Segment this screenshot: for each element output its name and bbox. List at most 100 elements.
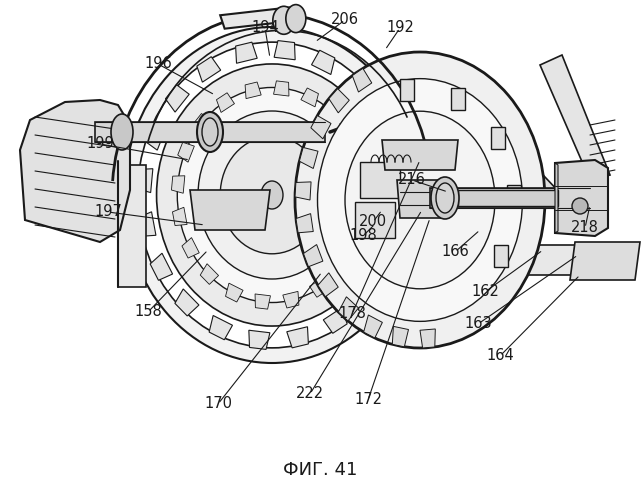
Text: 194: 194 [251, 20, 279, 36]
Polygon shape [451, 88, 465, 110]
Polygon shape [371, 110, 394, 137]
Bar [430, 188, 590, 208]
Polygon shape [333, 256, 351, 276]
Polygon shape [357, 164, 372, 182]
Polygon shape [197, 56, 221, 82]
Polygon shape [200, 264, 219, 284]
Text: 158: 158 [134, 304, 162, 320]
Ellipse shape [572, 198, 588, 214]
Text: 197: 197 [94, 204, 122, 220]
Polygon shape [392, 326, 408, 347]
Polygon shape [274, 40, 295, 60]
Polygon shape [299, 148, 318, 169]
Polygon shape [175, 289, 199, 316]
Polygon shape [274, 81, 289, 96]
Ellipse shape [198, 111, 346, 279]
Text: 222: 222 [296, 386, 324, 402]
Text: 164: 164 [486, 348, 514, 364]
Polygon shape [285, 255, 365, 290]
Polygon shape [400, 79, 414, 101]
Polygon shape [295, 182, 311, 200]
Text: 218: 218 [571, 220, 599, 236]
Text: 198: 198 [349, 228, 377, 244]
Polygon shape [20, 100, 130, 242]
Ellipse shape [295, 52, 545, 348]
Polygon shape [283, 292, 299, 308]
Polygon shape [182, 238, 199, 258]
Polygon shape [345, 132, 362, 152]
Polygon shape [300, 245, 630, 275]
Polygon shape [236, 42, 257, 64]
Polygon shape [491, 127, 504, 149]
Polygon shape [172, 208, 187, 226]
Text: ФИГ. 41: ФИГ. 41 [283, 461, 357, 479]
Polygon shape [359, 197, 372, 214]
Ellipse shape [197, 112, 223, 152]
Polygon shape [391, 198, 408, 222]
Polygon shape [326, 106, 344, 126]
Polygon shape [150, 253, 172, 280]
Ellipse shape [221, 136, 324, 254]
Text: 162: 162 [471, 284, 499, 300]
Polygon shape [301, 88, 319, 107]
Ellipse shape [423, 182, 437, 198]
Polygon shape [388, 154, 406, 178]
Ellipse shape [436, 183, 454, 213]
Polygon shape [178, 142, 194, 162]
Ellipse shape [345, 111, 495, 289]
Polygon shape [226, 283, 243, 302]
Polygon shape [171, 176, 185, 193]
Text: 178: 178 [338, 306, 366, 322]
Polygon shape [311, 116, 331, 139]
Text: 196: 196 [144, 56, 172, 72]
Text: 206: 206 [331, 12, 359, 28]
Polygon shape [350, 228, 366, 248]
Polygon shape [506, 185, 520, 207]
Polygon shape [217, 93, 235, 112]
Text: 192: 192 [386, 20, 414, 36]
Ellipse shape [431, 177, 459, 219]
Polygon shape [193, 114, 212, 134]
Polygon shape [137, 212, 156, 236]
Polygon shape [360, 162, 400, 198]
Polygon shape [245, 82, 261, 98]
Polygon shape [329, 88, 349, 113]
Polygon shape [190, 190, 270, 230]
Ellipse shape [261, 181, 283, 209]
Polygon shape [354, 278, 379, 305]
Polygon shape [310, 278, 328, 297]
Polygon shape [420, 329, 435, 348]
Polygon shape [296, 214, 313, 233]
Polygon shape [555, 160, 608, 236]
Polygon shape [312, 50, 335, 74]
Polygon shape [355, 202, 395, 238]
Polygon shape [338, 297, 358, 321]
Polygon shape [255, 294, 271, 309]
Polygon shape [144, 124, 166, 150]
Polygon shape [378, 240, 399, 266]
Polygon shape [118, 165, 146, 288]
Polygon shape [455, 100, 562, 205]
Bar [95, 122, 325, 142]
Polygon shape [323, 308, 347, 334]
Ellipse shape [178, 88, 367, 302]
Polygon shape [397, 180, 448, 218]
Bar [458, 190, 558, 206]
Ellipse shape [137, 42, 406, 348]
Ellipse shape [202, 118, 218, 146]
Polygon shape [353, 68, 372, 92]
Ellipse shape [111, 114, 133, 150]
Polygon shape [555, 163, 558, 233]
Text: 216: 216 [398, 172, 426, 188]
Polygon shape [221, 7, 299, 28]
Text: 200: 200 [359, 214, 387, 230]
Polygon shape [165, 85, 189, 112]
Polygon shape [570, 242, 640, 280]
Ellipse shape [124, 27, 420, 363]
Polygon shape [303, 244, 323, 266]
Ellipse shape [273, 6, 295, 34]
Ellipse shape [286, 4, 306, 32]
Polygon shape [540, 55, 610, 180]
Ellipse shape [156, 64, 387, 326]
Polygon shape [363, 315, 383, 338]
